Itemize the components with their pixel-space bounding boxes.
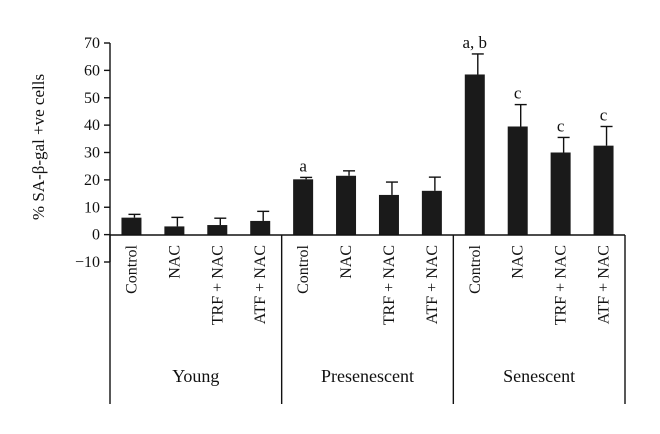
y-tick-label: 30 (84, 145, 100, 162)
y-axis: −10 0 10 20 30 40 50 60 70 (75, 35, 111, 271)
bar (507, 126, 528, 235)
bar (336, 175, 357, 235)
y-tick-label: 40 (84, 117, 100, 134)
y-tick-label: 60 (84, 62, 100, 79)
category-label: ATF + NAC (424, 245, 441, 324)
category-label: TRF + NAC (381, 245, 398, 325)
bar (121, 217, 142, 235)
bar-annotation: c (514, 84, 522, 103)
bar (550, 152, 571, 235)
bar (207, 225, 228, 235)
category-label: NAC (338, 245, 355, 279)
bar-annotation: c (557, 116, 565, 135)
y-tick-label: 50 (84, 90, 100, 107)
category-label: Control (467, 244, 484, 293)
y-axis-title: % SA-β-gal +ve cells (29, 74, 48, 220)
bar (593, 145, 614, 235)
category-label: NAC (510, 245, 527, 279)
bars-layer: a a, b c c c (121, 33, 614, 235)
group-label: Presenescent (321, 366, 414, 386)
category-label: Control (123, 244, 140, 293)
bar-annotation: a (299, 156, 307, 175)
x-axis: Young Control NAC TRF + NAC ATF + NAC Presene… (109, 234, 626, 404)
category-label: ATF + NAC (596, 245, 613, 324)
category-label: TRF + NAC (209, 245, 226, 325)
bar (464, 74, 485, 235)
category-label: Control (295, 244, 312, 293)
bar-annotation: c (600, 105, 608, 124)
y-tick-label: 20 (84, 172, 100, 189)
y-tick-label: 10 (84, 199, 100, 216)
bar (378, 194, 399, 235)
bar (293, 179, 314, 235)
bar (164, 226, 185, 235)
group-label: Senescent (503, 366, 575, 386)
y-tick-label: 70 (84, 35, 100, 52)
bar-annotation: a, b (463, 33, 488, 52)
group-label: Young (172, 366, 219, 386)
bar (421, 190, 442, 235)
y-tick-label: −10 (75, 254, 100, 271)
category-label: TRF + NAC (553, 245, 570, 325)
y-tick-label: 0 (92, 227, 100, 244)
category-label: ATF + NAC (252, 245, 269, 324)
bar (250, 220, 271, 235)
category-label: NAC (166, 245, 183, 279)
